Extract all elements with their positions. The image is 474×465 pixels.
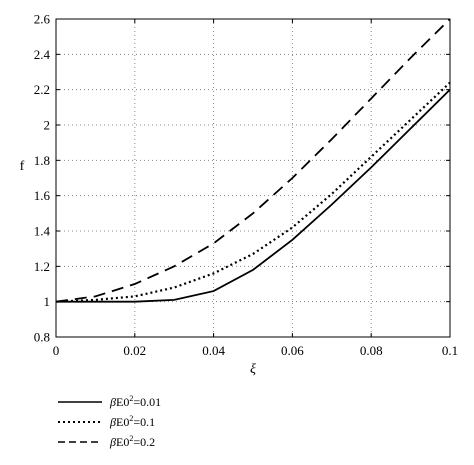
series-line-3 [55,18,451,303]
plot-frame [55,18,451,338]
legend-label: βE02=0.2 [109,434,155,449]
y-tick-label: 1.6 [34,188,51,203]
x-tick-labels: 0 0.02 0.04 0.06 0.08 0.1 [53,343,458,358]
y-tick-label: 1.4 [34,224,51,239]
y-tick-label: 1 [44,294,51,309]
x-tick-label: 0.02 [123,343,146,358]
y-tick-label: 0.8 [34,330,50,345]
x-axis-label: ξ [250,362,256,377]
x-tick-label: 0.08 [360,343,383,358]
legend-label: βE02=0.01 [109,394,161,409]
y-tick-label: 2.2 [34,82,50,97]
x-tick-label: 0.1 [442,343,458,358]
grid-lines [56,19,450,337]
y-tick-label: 1.2 [34,259,50,274]
y-tick-label: 2.4 [34,47,51,62]
axis-ticks [55,18,451,338]
series-line-2 [55,81,451,303]
x-tick-label: 0.04 [202,343,225,358]
series-line-1 [56,89,451,303]
legend: βE02=0.01 βE02=0.1 βE02=0.2 [58,394,161,449]
series-lines [55,18,451,303]
y-tick-labels: 0.8 1 1.2 1.4 1.6 1.8 2 2.2 2.4 2.6 [34,12,51,345]
y-axis-label: f [20,159,25,174]
legend-label: βE02=0.1 [109,414,155,429]
y-tick-label: 2.6 [34,12,51,27]
x-tick-label: 0 [53,343,60,358]
y-tick-label: 1.8 [34,153,50,168]
y-tick-label: 2 [44,118,51,133]
x-tick-label: 0.06 [281,343,304,358]
